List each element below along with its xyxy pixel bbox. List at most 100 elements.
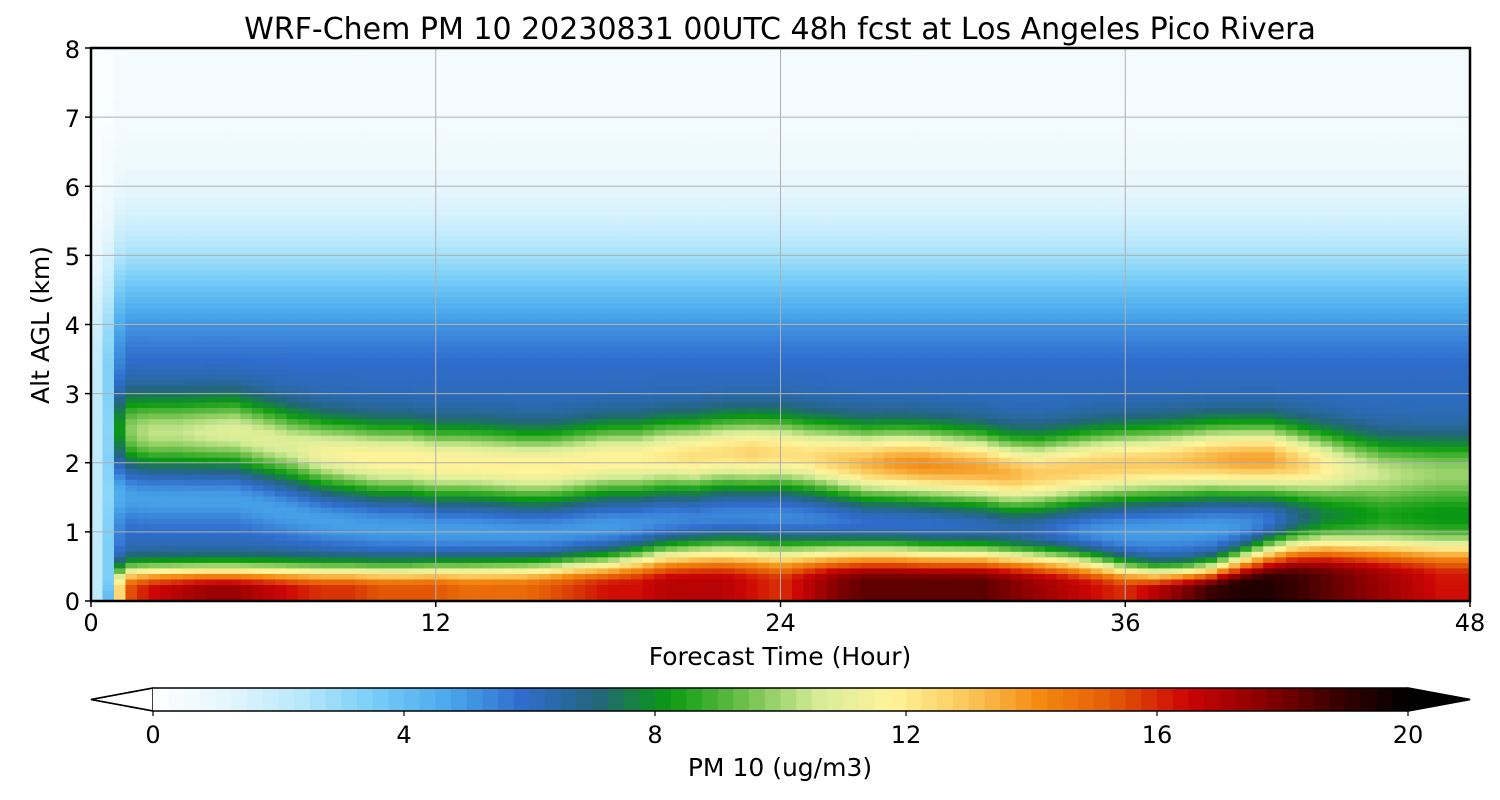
heatmap-cell: [585, 501, 598, 508]
heatmap-cell: [251, 501, 264, 508]
heatmap-cell: [424, 407, 437, 414]
heatmap-cell: [205, 224, 219, 232]
heatmap-cell: [550, 540, 563, 547]
heatmap-cell: [309, 142, 322, 149]
heatmap-cell: [550, 318, 563, 326]
heatmap-cell: [562, 70, 575, 77]
heatmap-cell: [527, 285, 540, 292]
heatmap-cell: [263, 479, 276, 486]
heatmap-cell: [355, 86, 368, 93]
heatmap-cell: [389, 506, 402, 514]
heatmap-cell: [493, 551, 506, 558]
heatmap-cell: [642, 379, 655, 386]
heatmap-cell: [516, 506, 529, 514]
heatmap-cell: [332, 446, 345, 453]
heatmap-cell: [355, 490, 368, 497]
heatmap-cell: [654, 335, 667, 342]
heatmap-cell: [447, 180, 460, 187]
heatmap-cell: [458, 495, 471, 503]
heatmap-cell: [608, 479, 621, 486]
heatmap-cell: [194, 429, 207, 436]
heatmap-cell: [91, 247, 104, 254]
heatmap-cell: [102, 213, 115, 221]
heatmap-cell: [481, 363, 494, 370]
heatmap-cell: [366, 169, 379, 176]
heatmap-cell: [619, 396, 632, 403]
heatmap-cell: [573, 412, 586, 420]
heatmap-cell: [297, 567, 310, 574]
heatmap-cell: [585, 81, 598, 88]
heatmap-cell: [654, 318, 667, 326]
heatmap-cell: [573, 86, 586, 93]
heatmap-cell: [171, 584, 184, 591]
heatmap-cell: [102, 224, 115, 232]
heatmap-cell: [91, 164, 104, 171]
heatmap-cell: [228, 368, 241, 375]
heatmap-cell: [642, 224, 655, 232]
heatmap-cell: [194, 130, 207, 138]
heatmap-cell: [562, 424, 575, 431]
heatmap-cell: [171, 307, 184, 315]
heatmap-cell: [470, 446, 483, 453]
heatmap-cell: [102, 473, 115, 480]
heatmap-cell: [631, 236, 644, 243]
heatmap-cell: [263, 335, 276, 342]
heatmap-cell: [412, 534, 425, 541]
heatmap-cell: [389, 153, 402, 160]
heatmap-cell: [596, 213, 609, 221]
heatmap-cell: [159, 363, 173, 370]
heatmap-cell: [182, 429, 196, 436]
heatmap-cell: [573, 153, 586, 160]
heatmap-cell: [642, 363, 655, 370]
heatmap-cell: [585, 341, 598, 348]
heatmap-cell: [401, 490, 414, 497]
heatmap-cell: [654, 357, 667, 364]
heatmap-cell: [550, 92, 563, 99]
heatmap-cell: [309, 501, 322, 508]
heatmap-cell: [148, 164, 161, 171]
heatmap-cell: [412, 285, 425, 292]
heatmap-cell: [113, 523, 127, 530]
heatmap-cell: [91, 59, 104, 66]
heatmap-cell: [619, 70, 632, 77]
heatmap-cell: [596, 258, 609, 265]
heatmap-cell: [286, 473, 299, 480]
heatmap-cell: [113, 158, 127, 165]
heatmap-cell: [642, 484, 655, 491]
heatmap-cell: [343, 584, 356, 591]
heatmap-cell: [136, 589, 150, 597]
heatmap-cell: [91, 269, 104, 276]
heatmap-cell: [654, 556, 667, 563]
heatmap-cell: [366, 352, 379, 359]
heatmap-cell: [378, 48, 391, 55]
heatmap-cell: [355, 64, 368, 71]
heatmap-cell: [194, 589, 207, 597]
heatmap-cell: [585, 352, 598, 359]
heatmap-cell: [539, 153, 552, 160]
heatmap-cell: [481, 457, 494, 464]
heatmap-cell: [263, 263, 276, 270]
heatmap-cell: [608, 64, 621, 71]
heatmap-cell: [194, 313, 207, 320]
heatmap-cell: [343, 462, 356, 469]
heatmap-cell: [504, 512, 517, 519]
heatmap-cell: [194, 595, 207, 601]
heatmap-cell: [642, 341, 655, 348]
heatmap-cell: [435, 64, 448, 71]
heatmap-cell: [159, 435, 173, 442]
heatmap-cell: [125, 70, 138, 77]
heatmap-cell: [470, 86, 483, 93]
heatmap-cell: [596, 197, 609, 204]
heatmap-cell: [91, 506, 104, 514]
heatmap-cell: [435, 169, 448, 176]
heatmap-cell: [343, 457, 356, 464]
heatmap-cell: [654, 352, 667, 359]
heatmap-cell: [424, 396, 437, 403]
heatmap-cell: [424, 534, 437, 541]
heatmap-cell: [228, 213, 241, 221]
heatmap-cell: [631, 285, 644, 292]
heatmap-cell: [424, 357, 437, 364]
heatmap-cell: [125, 64, 138, 71]
heatmap-cell: [263, 291, 276, 298]
heatmap-cell: [91, 153, 104, 160]
